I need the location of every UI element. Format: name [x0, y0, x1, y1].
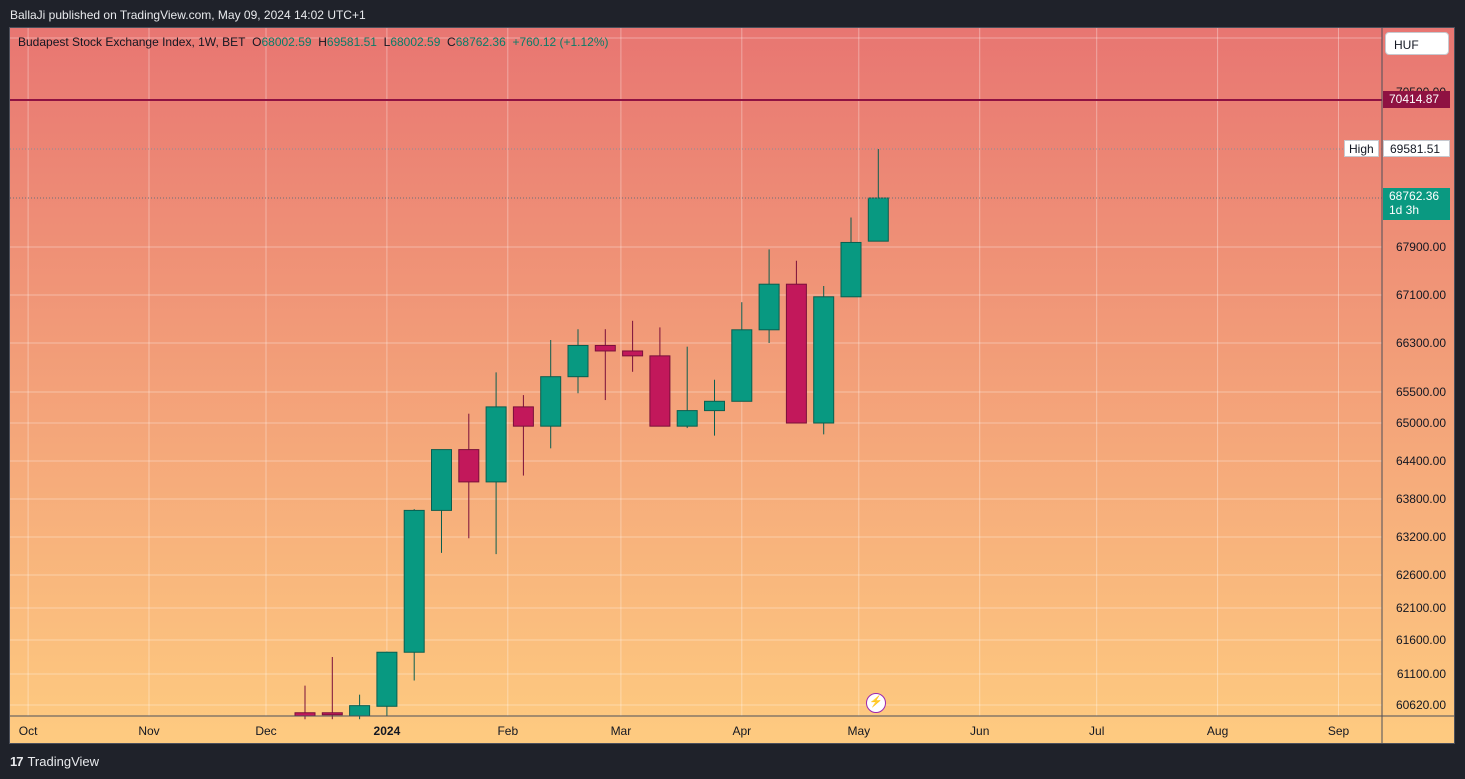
candle-body	[813, 296, 835, 424]
y-tick-label: 62600.00	[1396, 568, 1446, 582]
candle-body	[321, 712, 343, 716]
x-tick-label: Aug	[1207, 724, 1228, 738]
high-marker-label: High	[1344, 140, 1379, 157]
y-tick-label: 63800.00	[1396, 492, 1446, 506]
x-tick-label: Sep	[1328, 724, 1350, 738]
candle[interactable]	[403, 509, 425, 681]
candle-body	[649, 355, 671, 427]
candle-body	[758, 283, 780, 331]
candle-body	[622, 350, 644, 357]
y-tick-label: 62100.00	[1396, 601, 1446, 615]
candle-body	[540, 376, 562, 427]
candle[interactable]	[704, 379, 725, 436]
price-axis[interactable]: 60620.00 61100.00 61600.00 62100.00 62600.00…	[1381, 28, 1454, 743]
candle[interactable]	[785, 260, 807, 424]
candle[interactable]	[376, 651, 398, 716]
y-tick-label: 64400.00	[1396, 454, 1446, 468]
candle[interactable]	[867, 149, 889, 242]
y-tick-label: 67100.00	[1396, 288, 1446, 302]
candle-body	[349, 705, 371, 717]
candle-body	[594, 344, 616, 352]
legend-close-value: 68762.36	[455, 35, 506, 49]
y-tick-label: 61100.00	[1397, 667, 1446, 681]
chart-frame[interactable]: 60620.00 61100.00 61600.00 62100.00 62600.00…	[9, 27, 1455, 744]
candle[interactable]	[840, 217, 862, 298]
candle[interactable]	[567, 329, 589, 394]
x-tick-label: 2024	[374, 724, 401, 738]
legend-open-label: O	[252, 35, 262, 49]
brand-name: TradingView	[27, 754, 100, 769]
legend-symbol: Budapest Stock Exchange Index, 1W, BET	[18, 35, 246, 49]
candle[interactable]	[512, 395, 534, 476]
candle[interactable]	[594, 329, 616, 401]
candle[interactable]	[431, 449, 452, 553]
candle[interactable]	[458, 413, 480, 539]
legend-change: +760.12 (+1.12%)	[512, 35, 609, 49]
y-tick-label: 60620.00	[1396, 698, 1446, 712]
candle-body	[567, 344, 589, 378]
x-tick-label: Oct	[19, 724, 38, 738]
y-tick-label: 67900.00	[1396, 240, 1446, 254]
x-tick-label: Feb	[497, 724, 518, 738]
y-tick-label: 65500.00	[1396, 385, 1446, 399]
legend-low-value: 68002.59	[390, 35, 441, 49]
x-tick-label: Apr	[732, 724, 751, 738]
candle-body	[676, 410, 698, 427]
candle[interactable]	[622, 320, 644, 372]
x-tick-label: May	[847, 724, 870, 738]
candle[interactable]	[540, 340, 562, 449]
x-tick-label: Jun	[970, 724, 989, 738]
candle[interactable]	[676, 346, 698, 429]
last-price-label: 68762.36 1d 3h	[1383, 188, 1450, 220]
candle-body	[867, 197, 889, 242]
bar-countdown: 1d 3h	[1389, 203, 1420, 217]
legend-close-label: C	[447, 35, 456, 49]
candle[interactable]	[485, 372, 507, 555]
x-tick-label: Mar	[611, 724, 632, 738]
lightning-icon[interactable]: ⚡	[866, 693, 886, 713]
grid	[10, 28, 1382, 716]
y-tick-label: 63200.00	[1396, 530, 1446, 544]
overlays	[10, 99, 1382, 199]
candle[interactable]	[649, 327, 671, 427]
legend-high-value: 69581.51	[326, 35, 377, 49]
candle-body	[704, 400, 725, 412]
chart-legend: Budapest Stock Exchange Index, 1W, BET O…	[18, 35, 609, 49]
legend-open-value: 68002.59	[261, 35, 312, 49]
y-tick-label: 65000.00	[1396, 416, 1446, 430]
candle[interactable]	[321, 657, 343, 720]
candle-body	[840, 241, 862, 298]
legend-high-label: H	[318, 35, 327, 49]
chart-canvas[interactable]: 60620.00 61100.00 61600.00 62100.00 62600.00…	[10, 28, 1454, 743]
y-tick-label: 61600.00	[1396, 633, 1446, 647]
candle-body	[785, 283, 807, 424]
x-tick-label: Dec	[255, 724, 276, 738]
candle-body	[731, 329, 753, 402]
tradingview-brand[interactable]: 17 TradingView	[10, 754, 99, 769]
y-tick-label: 66300.00	[1396, 336, 1446, 350]
candle[interactable]	[813, 286, 835, 435]
candle[interactable]	[758, 249, 780, 343]
candle-body	[458, 449, 480, 483]
last-price-value: 68762.36	[1389, 189, 1440, 203]
candle-body	[431, 449, 452, 511]
candles-layer[interactable]	[294, 149, 889, 720]
published-header: BallaJi published on TradingView.com, Ma…	[10, 8, 366, 22]
candle-body	[485, 406, 507, 483]
candle-body	[376, 651, 398, 707]
currency-selector[interactable]: HUF	[1385, 32, 1449, 55]
candle-body	[294, 712, 316, 717]
legend-low-label: L	[383, 35, 391, 49]
tradingview-logo-icon: 17	[10, 754, 24, 769]
x-tick-label: Jul	[1089, 724, 1104, 738]
candle-body	[512, 406, 534, 427]
x-tick-label: Nov	[138, 724, 159, 738]
high-price-label: 69581.51	[1383, 140, 1450, 157]
hline-price-label: 70414.87	[1383, 91, 1450, 108]
time-axis[interactable]: Oct Nov Dec 2024 Feb Mar Apr May Jun Jul Aug Sep	[10, 715, 1454, 738]
candle-body	[403, 509, 425, 653]
candle[interactable]	[731, 302, 753, 402]
